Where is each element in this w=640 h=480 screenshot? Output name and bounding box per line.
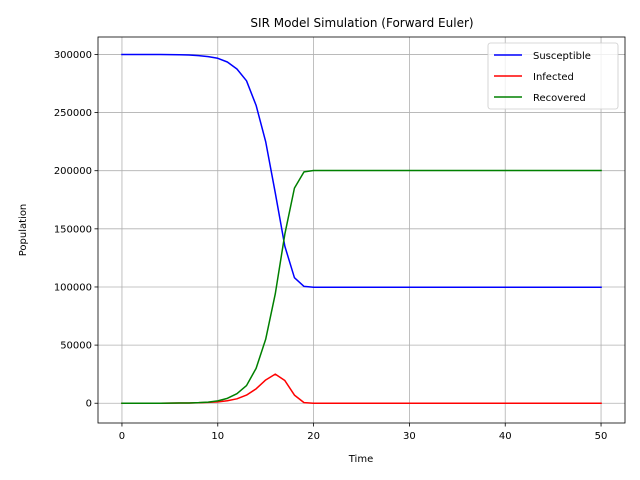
legend-label-recovered: Recovered [533, 93, 586, 104]
y-axis-label: Population [18, 204, 29, 257]
y-tick-label: 150000 [54, 224, 92, 235]
legend-label-susceptible: Susceptible [533, 51, 591, 62]
series-line-susceptible [121, 53, 602, 288]
x-tick-label: 10 [211, 431, 224, 442]
legend-box [487, 42, 619, 110]
y-tick-label: 250000 [54, 108, 92, 119]
legend: Susceptible Infected Recovered [487, 42, 619, 110]
x-tick-label: 30 [403, 431, 416, 442]
x-tick-label: 20 [307, 431, 320, 442]
legend-label-infected: Infected [533, 72, 574, 83]
y-axis-ticks: 0 50000 100000 150000 200000 250000 300000 [54, 50, 98, 410]
y-tick-label: 200000 [54, 166, 92, 177]
x-tick-label: 50 [595, 431, 608, 442]
x-axis-label: Time [348, 454, 373, 465]
plot-area-frame [97, 36, 626, 424]
series-line-recovered [121, 169, 602, 404]
y-tick-label: 0 [86, 399, 92, 410]
x-axis-ticks: 0 10 20 30 40 50 [119, 423, 608, 442]
chart-title: SIR Model Simulation (Forward Euler) [250, 16, 473, 30]
x-tick-label: 0 [119, 431, 125, 442]
plot-lines [121, 53, 602, 404]
y-tick-label: 300000 [54, 50, 92, 61]
y-tick-label: 50000 [60, 341, 92, 352]
series-line-infected [121, 373, 602, 404]
x-tick-label: 40 [499, 431, 512, 442]
y-tick-label: 100000 [54, 282, 92, 293]
